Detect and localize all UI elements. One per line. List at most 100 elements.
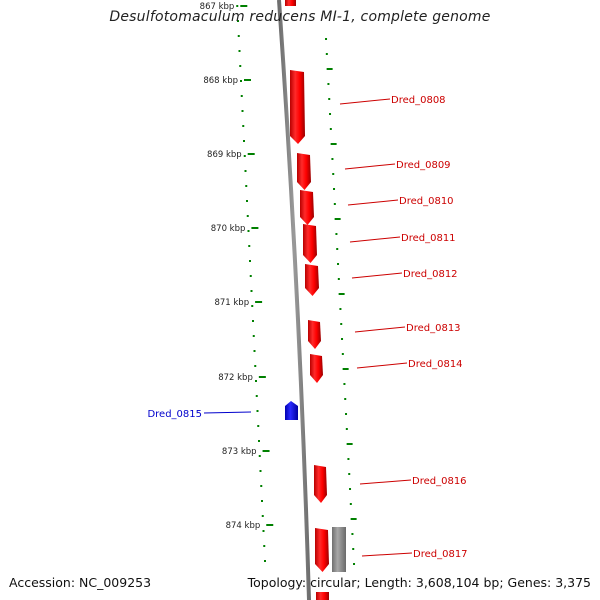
gene-leader-line (359, 479, 412, 485)
gene-Dred_0809 (297, 153, 311, 190)
outer-ruler-tick (327, 83, 330, 85)
outer-ruler-tick (329, 113, 332, 115)
gene-leader-line (361, 552, 413, 557)
ruler-major-tick (255, 301, 263, 303)
gene-leader-line (349, 236, 401, 243)
ruler-minor-tick (246, 200, 248, 202)
outer-ruler-tick (329, 128, 332, 130)
gene-label[interactable]: Dred_0809 (396, 160, 451, 171)
ruler-minor-tick (239, 65, 242, 67)
gene-Dred_0814 (310, 354, 323, 383)
ruler-minor-tick (250, 290, 253, 292)
outer-ruler-tick (325, 38, 328, 40)
outer-ruler-tick (337, 263, 340, 265)
ruler-minor-tick (248, 245, 251, 247)
outer-ruler-tick (349, 488, 352, 490)
gene-Dred_0811 (303, 224, 317, 263)
ruler-minor-tick (257, 425, 260, 427)
outer-ruler-tick (338, 293, 345, 295)
ruler-tick-label: 871 kbp (214, 298, 249, 308)
gene-Dred_0810 (300, 190, 314, 225)
gene-Dred_0808 (290, 70, 305, 144)
gene-leader-line (203, 411, 252, 414)
outer-ruler-tick (336, 248, 339, 250)
outer-ruler-tick (349, 503, 352, 505)
ruler-minor-tick (264, 560, 266, 562)
ruler-minor-tick (259, 470, 262, 472)
genome-backbone (277, 0, 311, 600)
ruler-tick-label: 874 kbp (226, 521, 261, 531)
gene-label[interactable]: Dred_0813 (406, 323, 461, 334)
ruler-minor-tick (238, 50, 241, 52)
gene-label[interactable]: Dred_0810 (399, 196, 454, 207)
outer-ruler-tick (332, 173, 335, 175)
outer-ruler-tick (350, 518, 357, 520)
gene-label[interactable]: Dred_0808 (391, 95, 446, 106)
gene-label[interactable]: Dred_0815 (147, 409, 202, 420)
genome-summary-text: Topology: circular; Length: 3,608,104 bp… (247, 575, 591, 590)
ruler-tick-label: 867 kbp (200, 2, 235, 12)
gene-features (285, 0, 346, 600)
ruler-minor-tick (262, 530, 265, 532)
outer-ruler-tick (345, 413, 348, 415)
outer-ruler-tick (340, 323, 343, 325)
gene-Dred_0815 (285, 401, 298, 420)
outer-ruler-tick (326, 68, 333, 70)
ruler-minor-tick (255, 395, 258, 397)
gene-label[interactable]: Dred_0812 (403, 269, 458, 280)
ruler-minor-tick (249, 260, 251, 262)
ruler-tick-label: 870 kbp (211, 224, 246, 234)
outer-ruler-tick (339, 308, 342, 310)
gene-label[interactable]: Dred_0816 (412, 476, 467, 487)
ruler-major-tick (240, 5, 248, 7)
outer-ruler-tick (334, 218, 341, 220)
gene-Dred_0816 (314, 465, 327, 503)
gene-Dred_0817 (315, 528, 329, 572)
outer-ruler-tick (341, 353, 344, 355)
ruler-major-tick (247, 153, 255, 155)
ruler-minor-tick (241, 110, 244, 112)
outer-ruler-tick (333, 203, 336, 205)
ruler-minor-tick (243, 155, 246, 157)
ruler-minor-ticks (236, 5, 266, 562)
ruler-minor-tick (252, 335, 255, 337)
ruler-minor-tick (237, 35, 240, 37)
outer-ruler-tick (335, 233, 338, 235)
ruler-minor-tick (254, 365, 257, 367)
ruler-tick-label: 872 kbp (218, 373, 253, 383)
ruler-major-tick (251, 227, 259, 229)
outer-ruler-tick (353, 563, 356, 565)
outer-ruler-tick (341, 338, 344, 340)
outer-ruler-tick (337, 278, 340, 280)
partial-gene-feature (316, 592, 329, 600)
ruler-minor-tick (247, 230, 250, 232)
ruler-minor-tick (255, 380, 257, 382)
ruler-minor-tick (236, 5, 239, 7)
outer-ruler-tick (352, 548, 355, 550)
gene-label[interactable]: Dred_0814 (408, 359, 463, 370)
ruler-major-tick (262, 450, 270, 452)
ruler-minor-tick (260, 485, 263, 487)
ruler-major-tick (244, 79, 251, 81)
outer-ruler-tick (346, 443, 353, 445)
ruler-major-tick (258, 376, 266, 378)
gene-label[interactable]: Dred_0817 (413, 549, 468, 560)
ruler-tick-label: 868 kbp (203, 76, 238, 86)
ruler-minor-tick (253, 350, 256, 352)
outer-ruler-tick (351, 533, 354, 535)
gene-label[interactable]: Dred_0811 (401, 233, 456, 244)
ruler-minor-tick (245, 185, 248, 187)
outer-ruler-tick (328, 98, 331, 100)
outer-ruler-tick (343, 383, 346, 385)
gene-leader-line (356, 362, 408, 369)
ruler-tick-label: 869 kbp (207, 150, 242, 160)
outer-ruler-tick (345, 428, 348, 430)
ruler-minor-tick (258, 455, 261, 457)
ruler-labels: 867 kbp 868 kbp 869 kbp 870 kbp 871 kbp 872 k… (200, 2, 274, 531)
gene-leader-line (344, 163, 396, 170)
gene-leader-line (339, 98, 391, 105)
ruler-minor-tick (252, 320, 254, 322)
ruler-minor-tick (251, 305, 254, 307)
